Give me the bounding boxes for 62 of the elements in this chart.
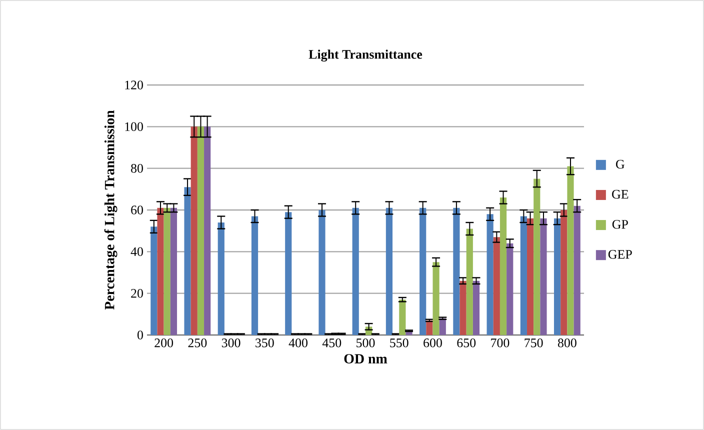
legend-label: GE bbox=[612, 190, 628, 199]
bar bbox=[493, 237, 500, 335]
x-tick-label: 500 bbox=[356, 338, 375, 348]
y-axis-title: Percentage of Light Transmission bbox=[104, 110, 118, 310]
bar bbox=[197, 126, 204, 335]
bar bbox=[157, 208, 164, 335]
x-tick-label: 650 bbox=[457, 338, 476, 348]
bar bbox=[560, 210, 568, 335]
chart-title: Light Transmittance bbox=[308, 50, 422, 62]
bar bbox=[386, 208, 393, 335]
legend-label: G bbox=[616, 160, 624, 169]
y-tick-label: 40 bbox=[130, 247, 143, 256]
bar bbox=[170, 208, 178, 335]
x-tick-label: 450 bbox=[322, 338, 342, 348]
bar bbox=[540, 218, 547, 335]
bar bbox=[554, 218, 561, 335]
legend-label: GP bbox=[612, 220, 628, 229]
x-axis-title: OD nm bbox=[344, 354, 388, 364]
bar bbox=[574, 206, 580, 335]
bar bbox=[534, 178, 540, 335]
bar bbox=[318, 210, 326, 335]
bar bbox=[190, 126, 198, 335]
bar bbox=[218, 222, 224, 335]
bar bbox=[472, 280, 480, 335]
y-tick-label: 100 bbox=[125, 122, 143, 132]
bar bbox=[460, 280, 466, 335]
y-tick-label: 60 bbox=[131, 206, 143, 214]
bar bbox=[500, 198, 507, 335]
x-tick-label: 800 bbox=[558, 338, 576, 348]
bar bbox=[466, 228, 473, 335]
x-tick-label: 550 bbox=[390, 338, 408, 348]
bar bbox=[399, 300, 406, 335]
x-tick-label: 400 bbox=[288, 338, 308, 348]
bar bbox=[439, 318, 446, 335]
x-tick-label: 200 bbox=[154, 338, 174, 348]
x-tick-label: 350 bbox=[256, 338, 274, 348]
bar bbox=[506, 243, 514, 335]
bar bbox=[204, 126, 211, 335]
bar bbox=[432, 262, 440, 335]
bar bbox=[352, 208, 359, 335]
y-tick-label: 20 bbox=[131, 288, 143, 298]
y-tick-label: 120 bbox=[125, 80, 143, 90]
bar bbox=[520, 216, 527, 335]
x-tick-label: 750 bbox=[524, 338, 543, 348]
bar bbox=[453, 208, 460, 335]
bar bbox=[420, 208, 426, 335]
x-tick-label: 250 bbox=[188, 338, 207, 348]
bar bbox=[164, 208, 170, 335]
bar bbox=[567, 166, 574, 335]
bar bbox=[426, 320, 433, 335]
x-tick-label: 600 bbox=[424, 338, 442, 348]
x-tick-label: 300 bbox=[222, 338, 240, 348]
x-tick-label: 700 bbox=[491, 338, 510, 348]
y-tick-label: 80 bbox=[131, 164, 143, 173]
bar bbox=[285, 212, 292, 335]
bar bbox=[251, 216, 258, 335]
bar bbox=[486, 214, 494, 335]
bar bbox=[184, 187, 191, 335]
bar bbox=[526, 218, 534, 335]
legend-label: GEP bbox=[608, 250, 632, 259]
y-tick-label: 0 bbox=[138, 330, 143, 340]
bar bbox=[150, 226, 158, 335]
